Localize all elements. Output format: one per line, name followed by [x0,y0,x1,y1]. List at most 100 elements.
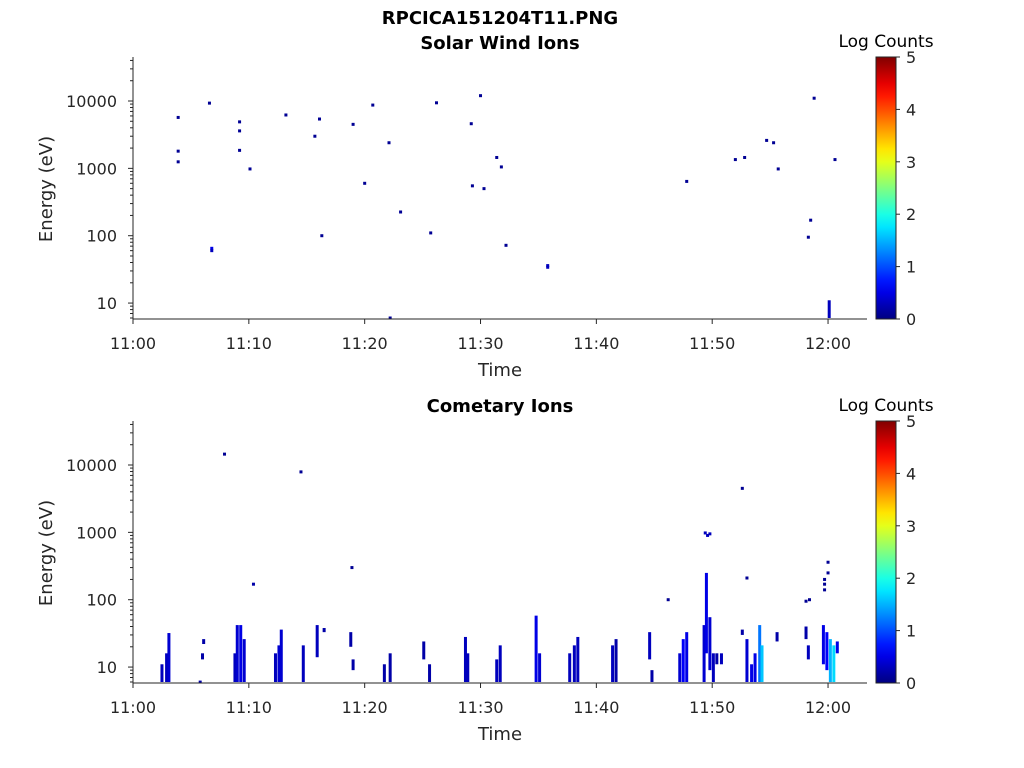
data-point [546,265,550,269]
data-streak [648,632,652,660]
data-point [313,134,317,138]
data-point [495,155,499,159]
data-point [238,129,242,133]
data-point [745,576,749,580]
x-tick-label: 11:40 [573,334,619,353]
data-point [706,533,710,537]
x-tick-label: 11:50 [689,698,735,717]
colorbar-tick-label: 0 [906,674,916,693]
colorbar-tick-label: 0 [906,310,916,329]
data-streak [753,653,757,683]
data-streak [760,645,764,683]
data-point [826,571,830,575]
data-point [399,210,403,214]
data-point [251,582,255,586]
data-streak [775,632,779,642]
plot-area: 11:00 11:10 11:20 11:30 11:40 11:50 12:0010100… [66,48,916,353]
data-point [350,566,354,570]
y-tick-label: 10 [97,294,117,313]
data-streak [160,664,164,683]
data-streak [702,625,706,683]
data-point [804,599,808,603]
data-point [685,179,689,183]
panel-solar-wind-ions: Solar Wind Ions Log Counts Time Energy (… [36,32,934,381]
data-streak [351,659,355,671]
x-tick-label: 12:00 [805,698,851,717]
colorbar-tick-label: 5 [906,412,916,431]
data-point [388,316,392,320]
data-point [363,181,367,185]
data-streak [463,636,467,683]
y-axis-label: Energy (eV) [36,136,57,242]
data-streak [745,639,749,683]
data-streak [233,653,237,683]
data-streak [804,626,808,640]
x-axis-label: Time [477,360,522,381]
data-point [504,243,508,247]
data-streak [422,641,426,660]
data-streak [382,664,386,683]
data-point [812,96,816,100]
y-tick-label: 100 [86,591,117,610]
plot-area: 11:00 11:10 11:20 11:30 11:40 11:50 12:0010100… [66,412,916,717]
data-point [176,160,180,164]
data-point [826,560,830,564]
data-streak [301,645,305,683]
data-streak [202,639,206,645]
data-point [176,115,180,119]
data-streak [825,632,829,671]
data-streak [806,645,810,660]
data-point [238,120,242,124]
data-point [808,598,812,602]
colorbar [875,56,897,320]
data-streak [568,653,572,683]
data-point [176,149,180,153]
y-tick-label: 10 [97,658,117,677]
data-streak [201,653,205,660]
data-point [210,249,214,253]
data-point [733,158,737,162]
data-streak [466,653,470,683]
data-streak [315,625,319,658]
y-axis-label: Energy (eV) [36,500,57,606]
data-point [546,264,550,268]
data-point [666,598,670,602]
data-point [823,588,827,592]
data-point [351,122,355,126]
data-streak [715,653,719,665]
data-point [772,141,776,145]
data-point [743,155,747,159]
data-streak [821,625,825,665]
y-tick-label: 10000 [66,92,117,111]
data-point [429,231,433,235]
data-streak [239,625,243,683]
data-streak [235,625,239,683]
data-streak [678,653,682,683]
data-streak [495,659,499,683]
data-point [499,165,503,169]
data-point [318,117,322,121]
colorbar-tick-label: 1 [906,622,916,641]
data-streak [349,632,353,647]
data-point [299,470,303,474]
x-tick-label: 11:00 [110,334,156,353]
data-streak [167,633,171,683]
data-streak [498,645,502,683]
data-point [479,94,483,98]
data-streak [828,639,832,683]
colorbar-label: Log Counts [838,32,933,52]
data-point [833,158,837,162]
data-point [238,148,242,152]
x-tick-label: 11:50 [689,334,735,353]
data-point [248,167,252,171]
colorbar-tick-label: 4 [906,100,916,119]
x-tick-label: 11:10 [226,334,272,353]
data-streak [576,636,580,683]
data-streak [242,639,246,683]
data-streak [719,653,723,665]
data-point [806,235,810,239]
data-point [823,577,827,581]
y-tick-label: 1000 [76,159,117,178]
data-point [823,582,827,586]
